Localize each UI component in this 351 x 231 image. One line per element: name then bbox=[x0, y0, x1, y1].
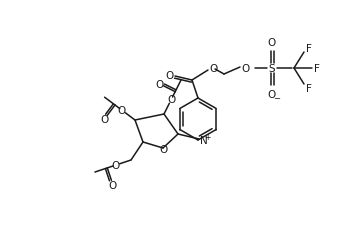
Text: N: N bbox=[200, 135, 208, 145]
Text: O: O bbox=[118, 106, 126, 116]
Text: F: F bbox=[314, 64, 320, 74]
Text: +: + bbox=[204, 132, 210, 141]
Text: O: O bbox=[100, 115, 108, 125]
Text: −: − bbox=[273, 94, 280, 103]
Text: F: F bbox=[306, 84, 312, 94]
Text: F: F bbox=[306, 44, 312, 54]
Text: O: O bbox=[242, 64, 250, 74]
Text: O: O bbox=[166, 71, 174, 81]
Text: O: O bbox=[155, 79, 163, 89]
Text: O: O bbox=[167, 95, 176, 105]
Text: O: O bbox=[209, 64, 217, 74]
Text: O: O bbox=[109, 180, 117, 190]
Text: O: O bbox=[268, 90, 276, 100]
Text: O: O bbox=[268, 38, 276, 48]
Text: S: S bbox=[269, 64, 275, 74]
Text: O: O bbox=[160, 144, 168, 154]
Text: O: O bbox=[111, 161, 119, 170]
